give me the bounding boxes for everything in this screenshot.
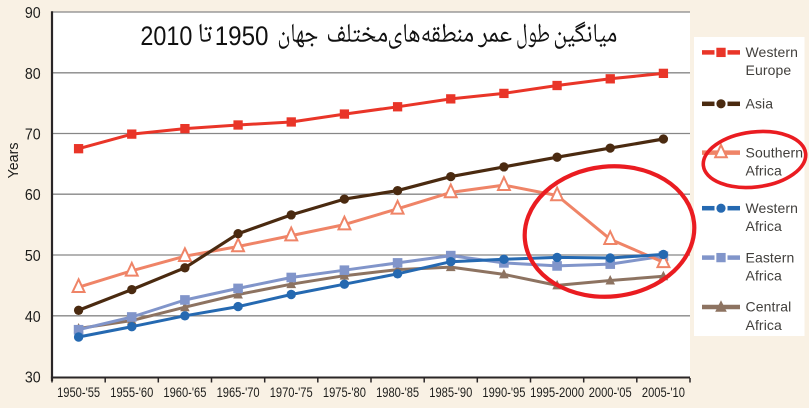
svg-text:2010: 2010 — [140, 21, 192, 51]
svg-text:Years: Years — [6, 143, 22, 179]
svg-text:90: 90 — [25, 5, 41, 22]
svg-text:Africa: Africa — [746, 162, 782, 178]
svg-text:Southern: Southern — [746, 144, 804, 160]
svg-text:60: 60 — [25, 187, 41, 204]
svg-text:1950-'55: 1950-'55 — [57, 384, 100, 400]
svg-text:50: 50 — [25, 248, 41, 265]
svg-text:1975-'80: 1975-'80 — [323, 384, 366, 400]
svg-text:Africa: Africa — [746, 317, 782, 333]
svg-text:Africa: Africa — [746, 267, 782, 283]
svg-text:Western: Western — [746, 44, 799, 60]
svg-text:1950: 1950 — [215, 21, 269, 51]
svg-text:1990-'95: 1990-'95 — [482, 384, 525, 400]
svg-text:2000-'05: 2000-'05 — [589, 384, 632, 400]
svg-text:30: 30 — [25, 370, 41, 387]
svg-text:1960-'65: 1960-'65 — [163, 384, 206, 400]
svg-text:1995-2000: 1995-2000 — [530, 384, 584, 400]
svg-text:Africa: Africa — [746, 218, 782, 234]
svg-text:1970-'75: 1970-'75 — [270, 384, 313, 400]
svg-text:1980-'85: 1980-'85 — [376, 384, 419, 400]
svg-text:1985-'90: 1985-'90 — [429, 384, 472, 400]
svg-text:Asia: Asia — [746, 96, 774, 112]
svg-text:2005-'10: 2005-'10 — [642, 384, 685, 400]
svg-text:Eastern: Eastern — [746, 249, 795, 265]
svg-text:Central: Central — [746, 299, 792, 315]
svg-text:70: 70 — [25, 127, 41, 144]
svg-text:40: 40 — [25, 309, 41, 326]
svg-text:Western: Western — [746, 200, 799, 216]
svg-text:1965-'70: 1965-'70 — [217, 384, 260, 400]
svg-text:80: 80 — [25, 66, 41, 83]
svg-text:Europe: Europe — [746, 62, 792, 78]
svg-text:1955-'60: 1955-'60 — [110, 384, 153, 400]
